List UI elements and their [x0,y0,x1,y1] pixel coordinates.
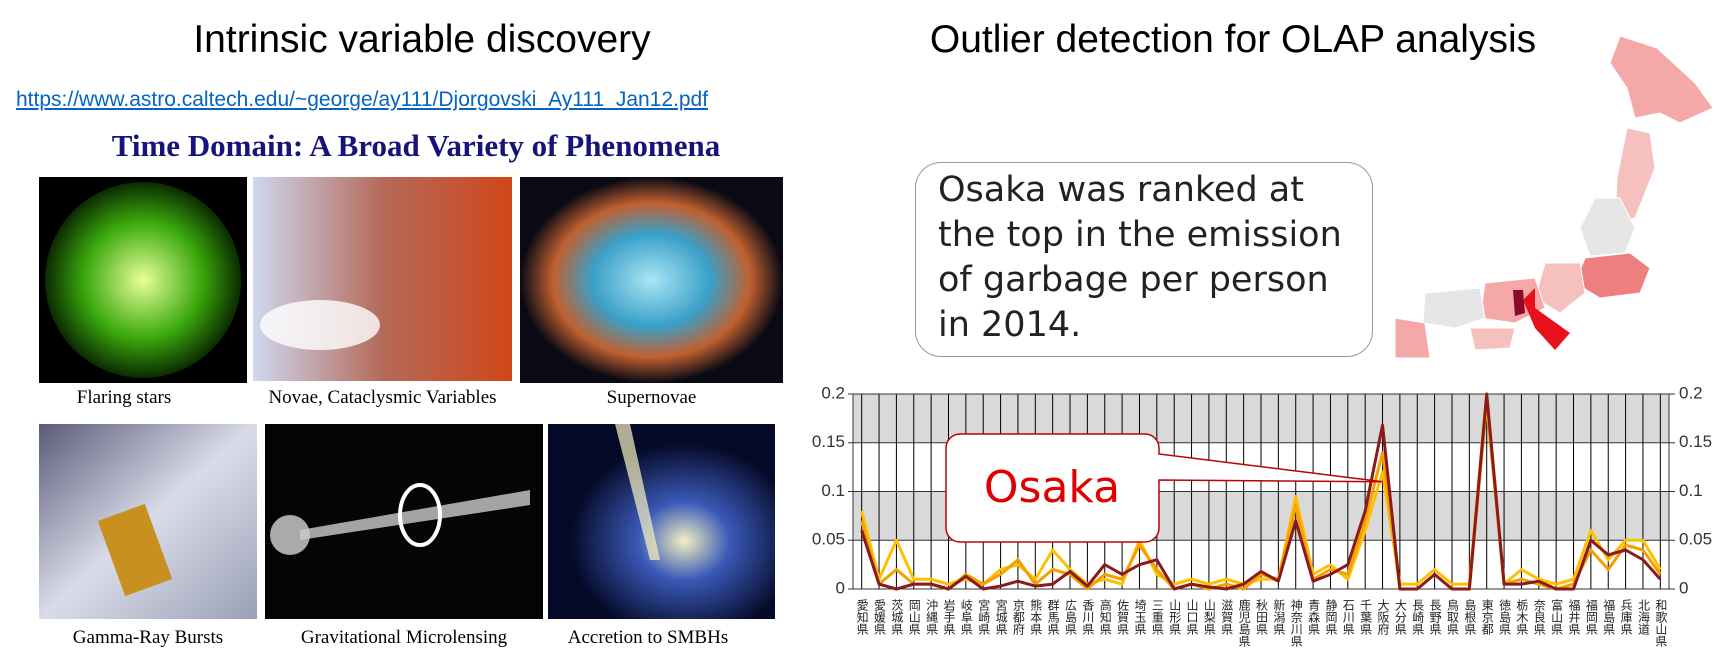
x-tick-label: 石川県 [1341,599,1355,635]
y-tick-label: 0.15 [812,432,845,451]
x-tick-label: 奈良県 [1532,599,1546,635]
osaka-label: Osaka [984,462,1120,513]
chart: 0 0.05 0.1 0.15 0.2 0 0.05 0.1 0.15 0.2 愛知県 愛媛県 茨城県岡… [812,383,1712,647]
x-tick-label: 愛知県 [855,599,869,635]
x-tick-label: 千葉県 [1359,599,1373,635]
x-tick-label: 富山県 [1550,598,1564,635]
caption: Accretion to SMBHs [567,627,729,648]
x-tick-label: 茨城県 [890,599,904,635]
image [253,177,512,381]
x-tick-label: 岡山県 [907,599,921,635]
x-tick-label: 高知県 [1098,598,1112,635]
x-tick-label: 和歌山県 [1654,599,1668,647]
x-tick-label: 大阪府 [1376,599,1390,635]
series-line [860,392,1662,586]
caption: Flaring stars [76,387,172,408]
japan-map [1395,35,1714,358]
x-tick-label: 岩手県 [942,598,956,635]
caption: Supernovae [606,387,697,408]
x-tick-label: 東京都 [1480,599,1494,635]
y-tick-label: 0.2 [821,383,845,402]
map-region [1422,287,1486,329]
x-tick-label: 鹿児島県 [1237,598,1251,647]
x-tick-label: 静岡県 [1324,599,1338,635]
image [615,424,660,560]
y2-tick-label: 0.2 [1679,383,1703,402]
x-tick-label: 徳島県 [1498,598,1512,635]
x-tick-label: 福井県 [1567,598,1581,635]
caption: Gamma-Ray Bursts [72,627,224,648]
image-panels [39,177,783,619]
x-tick-label: 佐賀県 [1116,599,1130,635]
x-tick-label: 滋賀県 [1220,599,1234,635]
x-tick-label: 山梨県 [1202,599,1216,635]
map-osaka [1513,290,1525,316]
x-tick-label: 長野県 [1428,599,1442,635]
y2-tick-label: 0 [1679,578,1688,597]
x-tick-label: 神奈川県 [1289,599,1303,647]
image [270,515,310,555]
x-tick-label: 福岡県 [1584,598,1598,635]
caption: Novae, Cataclysmic Variables [268,387,497,408]
x-tick-label: 福島県 [1602,598,1616,635]
x-tick-label: 栃木県 [1515,599,1529,635]
callout-text: Osaka was ranked at the top in the emiss… [938,170,1342,345]
osaka-callout [945,433,1383,543]
map-region [1614,127,1656,224]
image [548,424,775,619]
x-tick-label: 山形県 [1168,599,1182,635]
map-region [1469,327,1516,351]
x-tick-label: 三重県 [1150,599,1164,635]
x-tick-label: 大分県 [1393,599,1407,635]
image [45,182,241,378]
image [260,300,380,350]
image [97,503,173,597]
x-tick-label: 新潟県 [1272,598,1286,635]
x-tick-label: 宮崎県 [977,598,991,635]
map-region [1609,35,1714,124]
series-line [860,392,1662,591]
right-title: Outlier detection for OLAP analysis [929,18,1537,61]
panel-heading: Time Domain: A Broad Variety of Phenomen… [111,128,721,163]
caption: Gravitational Microlensing [300,627,508,648]
x-tick-label: 鳥取県 [1445,598,1459,635]
arrow [1510,288,1570,350]
x-tick-label: 京都府 [1011,599,1025,635]
x-tick-label: 群馬県 [1046,599,1060,635]
x-tick-label: 青森県 [1307,599,1321,635]
y2-tick-label: 0.15 [1679,432,1712,451]
x-tick-label: 愛媛県 [873,599,887,635]
y2-tick-label: 0.1 [1679,481,1703,500]
x-tick-label: 秋田県 [1255,599,1269,635]
x-tick-label: 島根県 [1463,598,1477,635]
x-tick-label: 宮城県 [994,598,1008,635]
x-tick-label: 熊本県 [1029,598,1043,635]
x-tick-label: 岐阜県 [959,599,973,635]
series-line [860,402,1662,591]
image [300,490,530,540]
x-tick-label: 山口県 [1185,599,1199,635]
left-title: Intrinsic variable discovery [193,18,651,61]
image [520,177,783,383]
x-tick-label: 広島県 [1064,599,1078,635]
x-tick-label: 兵庫県 [1619,599,1633,635]
y2-tick-label: 0.05 [1679,530,1712,549]
source-link[interactable]: https://www.astro.caltech.edu/~george/ay… [16,88,709,111]
map-region [1579,197,1636,257]
x-tick-label: 長崎県 [1411,599,1425,635]
x-tick-label: 沖縄県 [925,599,939,635]
map-region [1395,317,1431,358]
callout-box [915,162,1373,357]
y-tick-label: 0 [836,578,845,597]
plot-frame [852,393,1670,590]
x-tick-label: 埼玉県 [1133,599,1147,635]
image [398,483,442,547]
y-tick-label: 0.05 [812,530,845,549]
map-region [1574,252,1651,299]
x-tick-label: 北海道 [1636,599,1650,635]
x-tick-label: 香川県 [1081,599,1095,635]
y-tick-label: 0.1 [821,481,845,500]
